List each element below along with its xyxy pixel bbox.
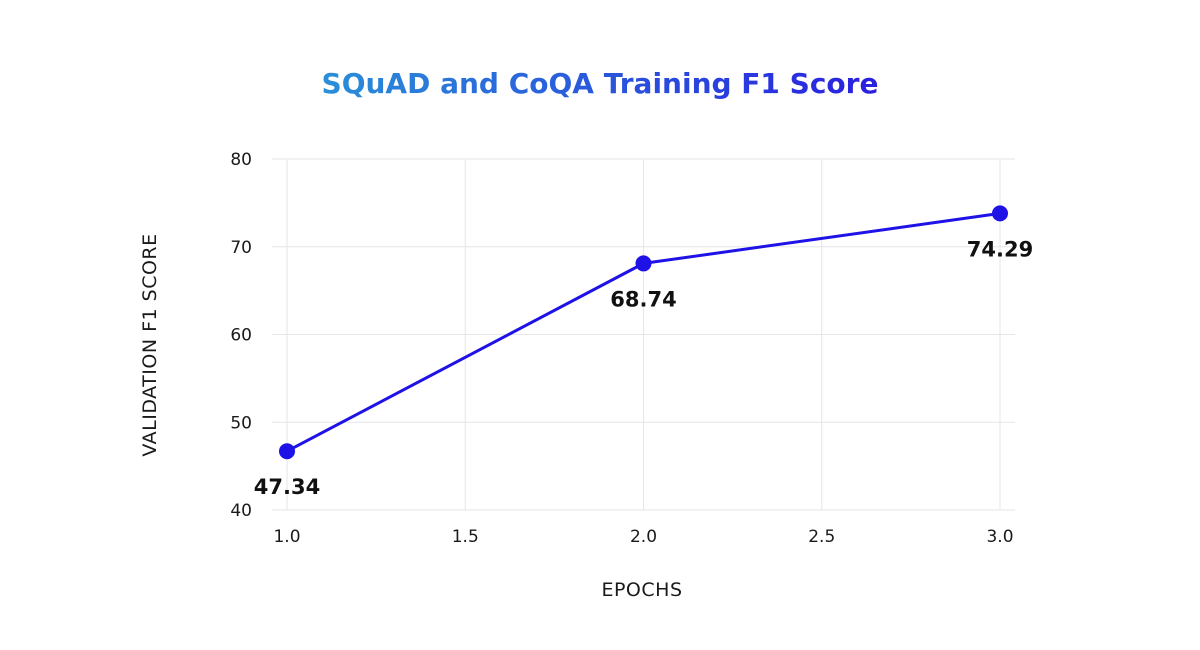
y-tick-label: 40 [230, 501, 252, 521]
data-point [635, 255, 652, 272]
x-tick-label: 2.0 [630, 527, 657, 547]
data-point [992, 205, 1008, 222]
grid [272, 158, 1015, 511]
y-axis-label: VALIDATION F1 SCORE [139, 233, 161, 456]
y-tick-label: 50 [230, 413, 252, 433]
x-tick-label: 3.0 [986, 527, 1013, 547]
data-label: 74.29 [967, 237, 1033, 261]
x-axis-ticks: 1.0 1.5 2.0 2.5 3.0 [273, 527, 1013, 547]
data-point [279, 443, 295, 460]
chart-title: SQuAD and CoQA Training F1 Score [322, 67, 879, 100]
x-tick-label: 1.0 [273, 527, 300, 547]
x-axis-label: EPOCHS [601, 579, 682, 601]
y-tick-label: 70 [230, 238, 252, 258]
y-tick-label: 60 [230, 326, 252, 346]
data-label: 47.34 [254, 475, 320, 499]
series-f1-score: 47.34 68.74 74.29 [254, 205, 1033, 499]
data-label: 68.74 [610, 287, 676, 311]
x-tick-label: 2.5 [808, 527, 835, 547]
y-axis-ticks: 40 50 60 70 80 [230, 150, 252, 521]
y-tick-label: 80 [230, 150, 252, 170]
x-tick-label: 1.5 [452, 527, 479, 547]
